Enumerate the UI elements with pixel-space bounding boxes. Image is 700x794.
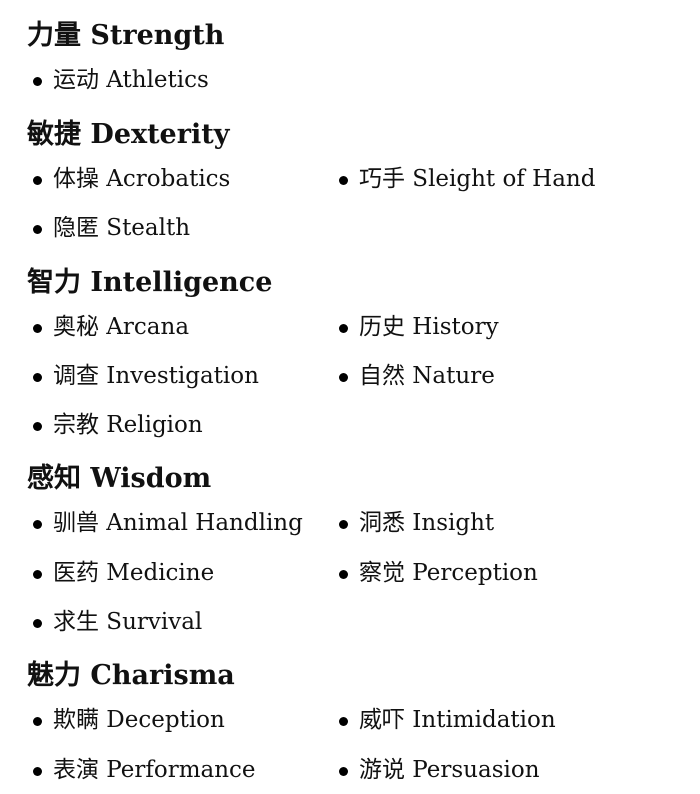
bullet-icon [33,324,42,333]
skill-item: 驯兽 Animal Handling [27,508,317,538]
bullet-icon [33,225,42,234]
skill-label: 体操 Acrobatics [53,166,231,192]
skill-item: 隐匿 Stealth [27,213,317,243]
skill-item: 奥秘 Arcana [27,312,317,342]
bullet-icon [339,570,348,579]
skill-label: 驯兽 Animal Handling [53,510,303,536]
skill-item: 表演 Performance [27,755,317,785]
skill-item: 洞悉 Insight [333,508,663,538]
skill-item: 历史 History [333,312,663,342]
skill-label: 表演 Performance [53,757,256,783]
skill-label: 威吓 Intimidation [359,707,556,733]
skill-label: 察觉 Perception [359,560,538,586]
bullet-icon [33,619,42,628]
bullet-icon [339,767,348,776]
skill-item: 游说 Persuasion [333,755,663,785]
bullet-icon [339,324,348,333]
skill-label: 自然 Nature [359,363,495,389]
bullet-icon [33,520,42,529]
skill-item: 威吓 Intimidation [333,705,663,735]
skill-item: 自然 Nature [333,361,663,391]
skill-label: 宗教 Religion [53,412,203,438]
skill-item: 运动 Athletics [27,65,317,95]
skill-label: 医药 Medicine [53,560,215,586]
skill-label: 调查 Investigation [53,363,259,389]
bullet-icon [33,767,42,776]
bullet-icon [33,717,42,726]
section-heading: 魅力 Charisma [27,660,235,691]
bullet-icon [339,520,348,529]
skill-label: 隐匿 Stealth [53,215,191,241]
skill-label: 奥秘 Arcana [53,314,190,340]
skill-item: 医药 Medicine [27,558,317,588]
skill-label: 求生 Survival [53,609,203,635]
skill-item: 巧手 Sleight of Hand [333,164,663,194]
section-heading: 智力 Intelligence [27,267,273,298]
bullet-icon [33,373,42,382]
bullet-icon [33,570,42,579]
skill-label: 巧手 Sleight of Hand [359,166,596,192]
bullet-icon [339,373,348,382]
section-heading: 敏捷 Dexterity [27,119,230,150]
skill-label: 欺瞒 Deception [53,707,225,733]
bullet-icon [33,176,42,185]
skill-label: 运动 Athletics [53,67,209,93]
skill-label: 历史 History [359,314,499,340]
skill-item: 调查 Investigation [27,361,317,391]
skill-item: 察觉 Perception [333,558,663,588]
skill-item: 欺瞒 Deception [27,705,317,735]
skill-item: 宗教 Religion [27,410,317,440]
bullet-icon [339,176,348,185]
section-heading: 感知 Wisdom [27,463,212,494]
skill-item: 求生 Survival [27,607,317,637]
bullet-icon [33,422,42,431]
skill-label: 洞悉 Insight [359,510,495,536]
section-heading: 力量 Strength [27,20,225,51]
skill-item: 体操 Acrobatics [27,164,317,194]
bullet-icon [33,77,42,86]
skill-label: 游说 Persuasion [359,757,540,783]
bullet-icon [339,717,348,726]
skills-list: 力量 Strength 运动 Athletics 敏捷 Dexterity 体操… [27,0,687,794]
